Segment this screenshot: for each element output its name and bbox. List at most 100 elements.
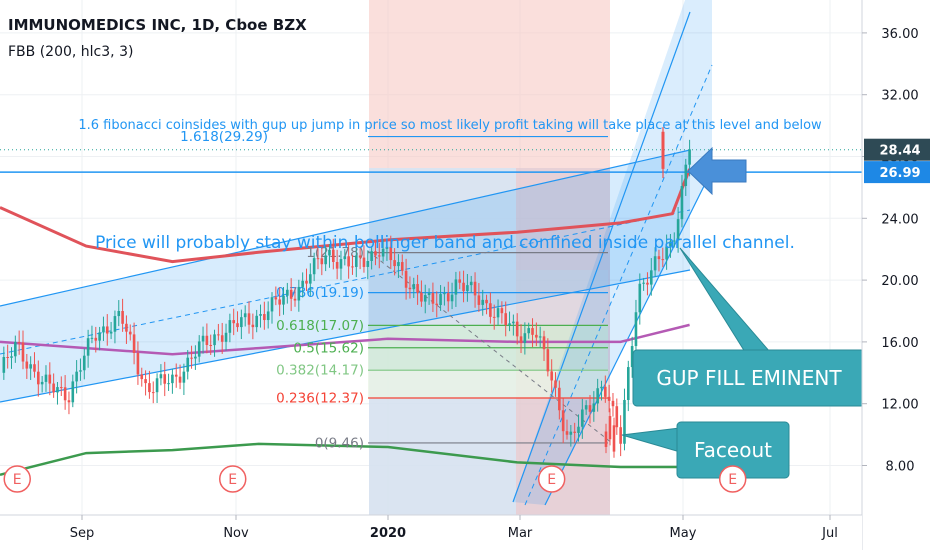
candle-body	[607, 396, 611, 401]
candle-body	[132, 334, 136, 353]
x-tick-label: Jul	[821, 526, 838, 541]
candle-body	[604, 431, 608, 447]
candle-body	[105, 326, 109, 334]
candle-body	[297, 286, 301, 301]
candle-body	[454, 279, 458, 295]
candle-body	[178, 376, 182, 383]
candle-body	[247, 313, 251, 325]
callout-gap-pointer	[679, 247, 772, 353]
candle-body	[400, 262, 404, 271]
candle-body	[473, 281, 477, 296]
candle-body	[412, 284, 416, 290]
candle-body	[56, 387, 59, 393]
candle-body	[661, 131, 665, 169]
candle-body	[263, 314, 266, 321]
candle-body	[343, 256, 347, 260]
candle-body	[194, 356, 197, 359]
candle-body	[420, 292, 423, 302]
candle-body	[515, 321, 519, 337]
candle-body	[374, 251, 377, 256]
rising-channel-right	[544, 169, 713, 506]
candle-body	[90, 337, 94, 339]
candle-body	[462, 282, 465, 292]
candle-body	[37, 371, 40, 385]
earnings-marker: E	[537, 465, 566, 493]
candle-body	[577, 426, 580, 433]
candle-body	[309, 274, 312, 284]
fib-trend-line	[367, 250, 613, 444]
candle-body	[201, 335, 205, 342]
candle-body	[408, 287, 412, 290]
candle-body	[366, 261, 370, 267]
candle-body	[21, 342, 25, 362]
candle-body	[684, 164, 688, 186]
candle-body	[128, 331, 132, 335]
candle-body	[558, 387, 561, 411]
candle-body	[266, 311, 270, 321]
fib-label: 0(9.46)	[315, 435, 364, 451]
y-tick-label: 8.00	[886, 460, 915, 475]
rising-channel-mid	[524, 64, 713, 506]
candle-body	[17, 341, 21, 343]
candle-body	[197, 341, 201, 357]
price-badge	[864, 161, 930, 184]
candle-body	[481, 299, 485, 305]
candle-body	[243, 313, 247, 318]
candle-body	[435, 303, 439, 306]
channel-lower-line	[0, 269, 691, 403]
candle-body	[623, 399, 626, 444]
candle-body	[573, 431, 576, 433]
fib-label: 0.618(17.07)	[276, 318, 364, 334]
candle-body	[404, 270, 408, 288]
candle-body	[48, 374, 52, 384]
candle-body	[316, 258, 320, 260]
x-tick-label: Sep	[70, 526, 95, 541]
price-badge-label: 28.44	[879, 144, 920, 159]
fib-label: 0.786(19.19)	[276, 285, 364, 301]
candle-body	[500, 308, 504, 314]
channel-note: Price will probably stay within bollinge…	[95, 233, 795, 253]
callout-faceout-pointer	[621, 427, 681, 453]
candle-body	[427, 293, 431, 296]
time-axis	[0, 515, 862, 550]
candle-body	[301, 280, 304, 287]
candle-body	[446, 293, 450, 302]
candle-body	[339, 259, 343, 269]
candle-body	[496, 308, 500, 318]
candle-body	[584, 405, 588, 410]
channel-upper-line	[0, 149, 691, 307]
candle-body	[592, 403, 596, 412]
candle-body	[86, 338, 90, 356]
candle-body	[286, 289, 289, 296]
candle-body	[182, 371, 186, 383]
candle-body	[217, 334, 220, 336]
candle-body	[550, 371, 553, 381]
candle-body	[82, 355, 86, 371]
candle-body	[608, 416, 612, 440]
candle-body	[125, 323, 128, 332]
candle-body	[205, 335, 209, 346]
candle-body	[385, 246, 389, 249]
earnings-label: E	[547, 472, 556, 488]
candle-body	[328, 249, 331, 256]
candle-body	[289, 289, 293, 299]
candle-body	[416, 284, 419, 293]
x-tick-label: May	[670, 526, 697, 541]
candle-body	[538, 336, 542, 338]
indicator-legend[interactable]: FBB (200, hlc3, 3)	[8, 44, 134, 60]
candle-body	[627, 367, 630, 400]
candle-body	[220, 335, 224, 342]
earnings-circle	[537, 465, 566, 493]
candle-body	[52, 383, 55, 393]
candle-body	[612, 425, 616, 452]
candle-body	[332, 249, 335, 262]
candle-body	[324, 255, 327, 265]
candle-body	[186, 357, 190, 372]
candle-body	[393, 260, 396, 267]
candle-body	[512, 321, 515, 324]
x-tick-label: Mar	[508, 526, 533, 541]
candle-body	[581, 409, 584, 427]
candle-body	[102, 326, 105, 333]
candle-body	[477, 295, 481, 305]
